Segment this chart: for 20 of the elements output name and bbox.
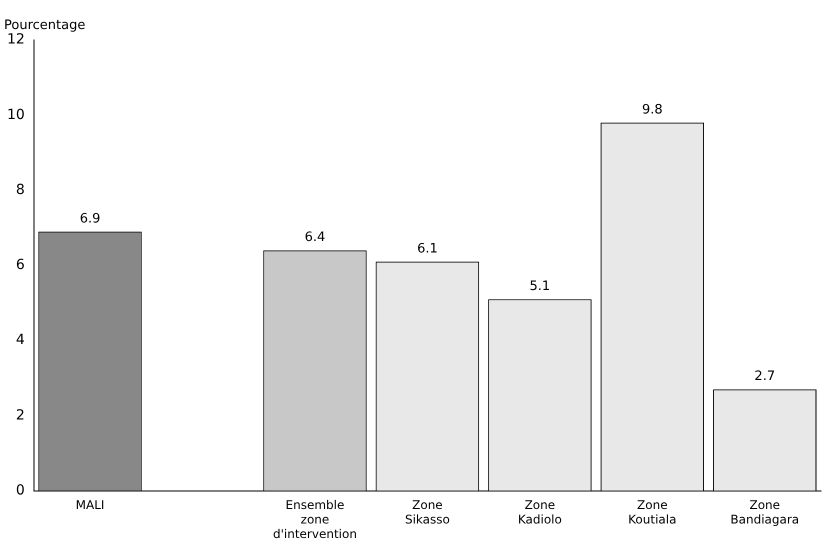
data-label: 6.9 xyxy=(80,211,100,226)
x-tick-label: Zone Koutiala xyxy=(628,498,676,527)
y-tick-label: 2 xyxy=(16,407,25,424)
data-label: 9.8 xyxy=(642,102,663,118)
x-tick-label: Zone Bandiagara xyxy=(730,498,800,527)
y-tick-label: 4 xyxy=(16,332,25,348)
y-tick-label: 0 xyxy=(16,482,25,498)
y-axis-title: Pourcentage xyxy=(4,18,86,33)
x-tick-label: Zone Sikasso xyxy=(404,498,450,527)
data-label: 5.1 xyxy=(530,279,550,294)
data-label: 6.1 xyxy=(417,242,438,257)
y-tick-label: 10 xyxy=(6,106,25,123)
y-tick-label: 6 xyxy=(16,257,25,274)
x-tick-label: Ensemble zone d'intervention xyxy=(272,498,357,541)
x-tick-label: MALI xyxy=(76,498,104,512)
data-label: 6.4 xyxy=(304,230,326,246)
y-tick-label: 12 xyxy=(6,32,25,48)
x-tick-label: Zone Kadiolo xyxy=(518,498,562,527)
y-tick-label: 8 xyxy=(16,182,25,198)
data-label: 2.7 xyxy=(754,369,776,384)
